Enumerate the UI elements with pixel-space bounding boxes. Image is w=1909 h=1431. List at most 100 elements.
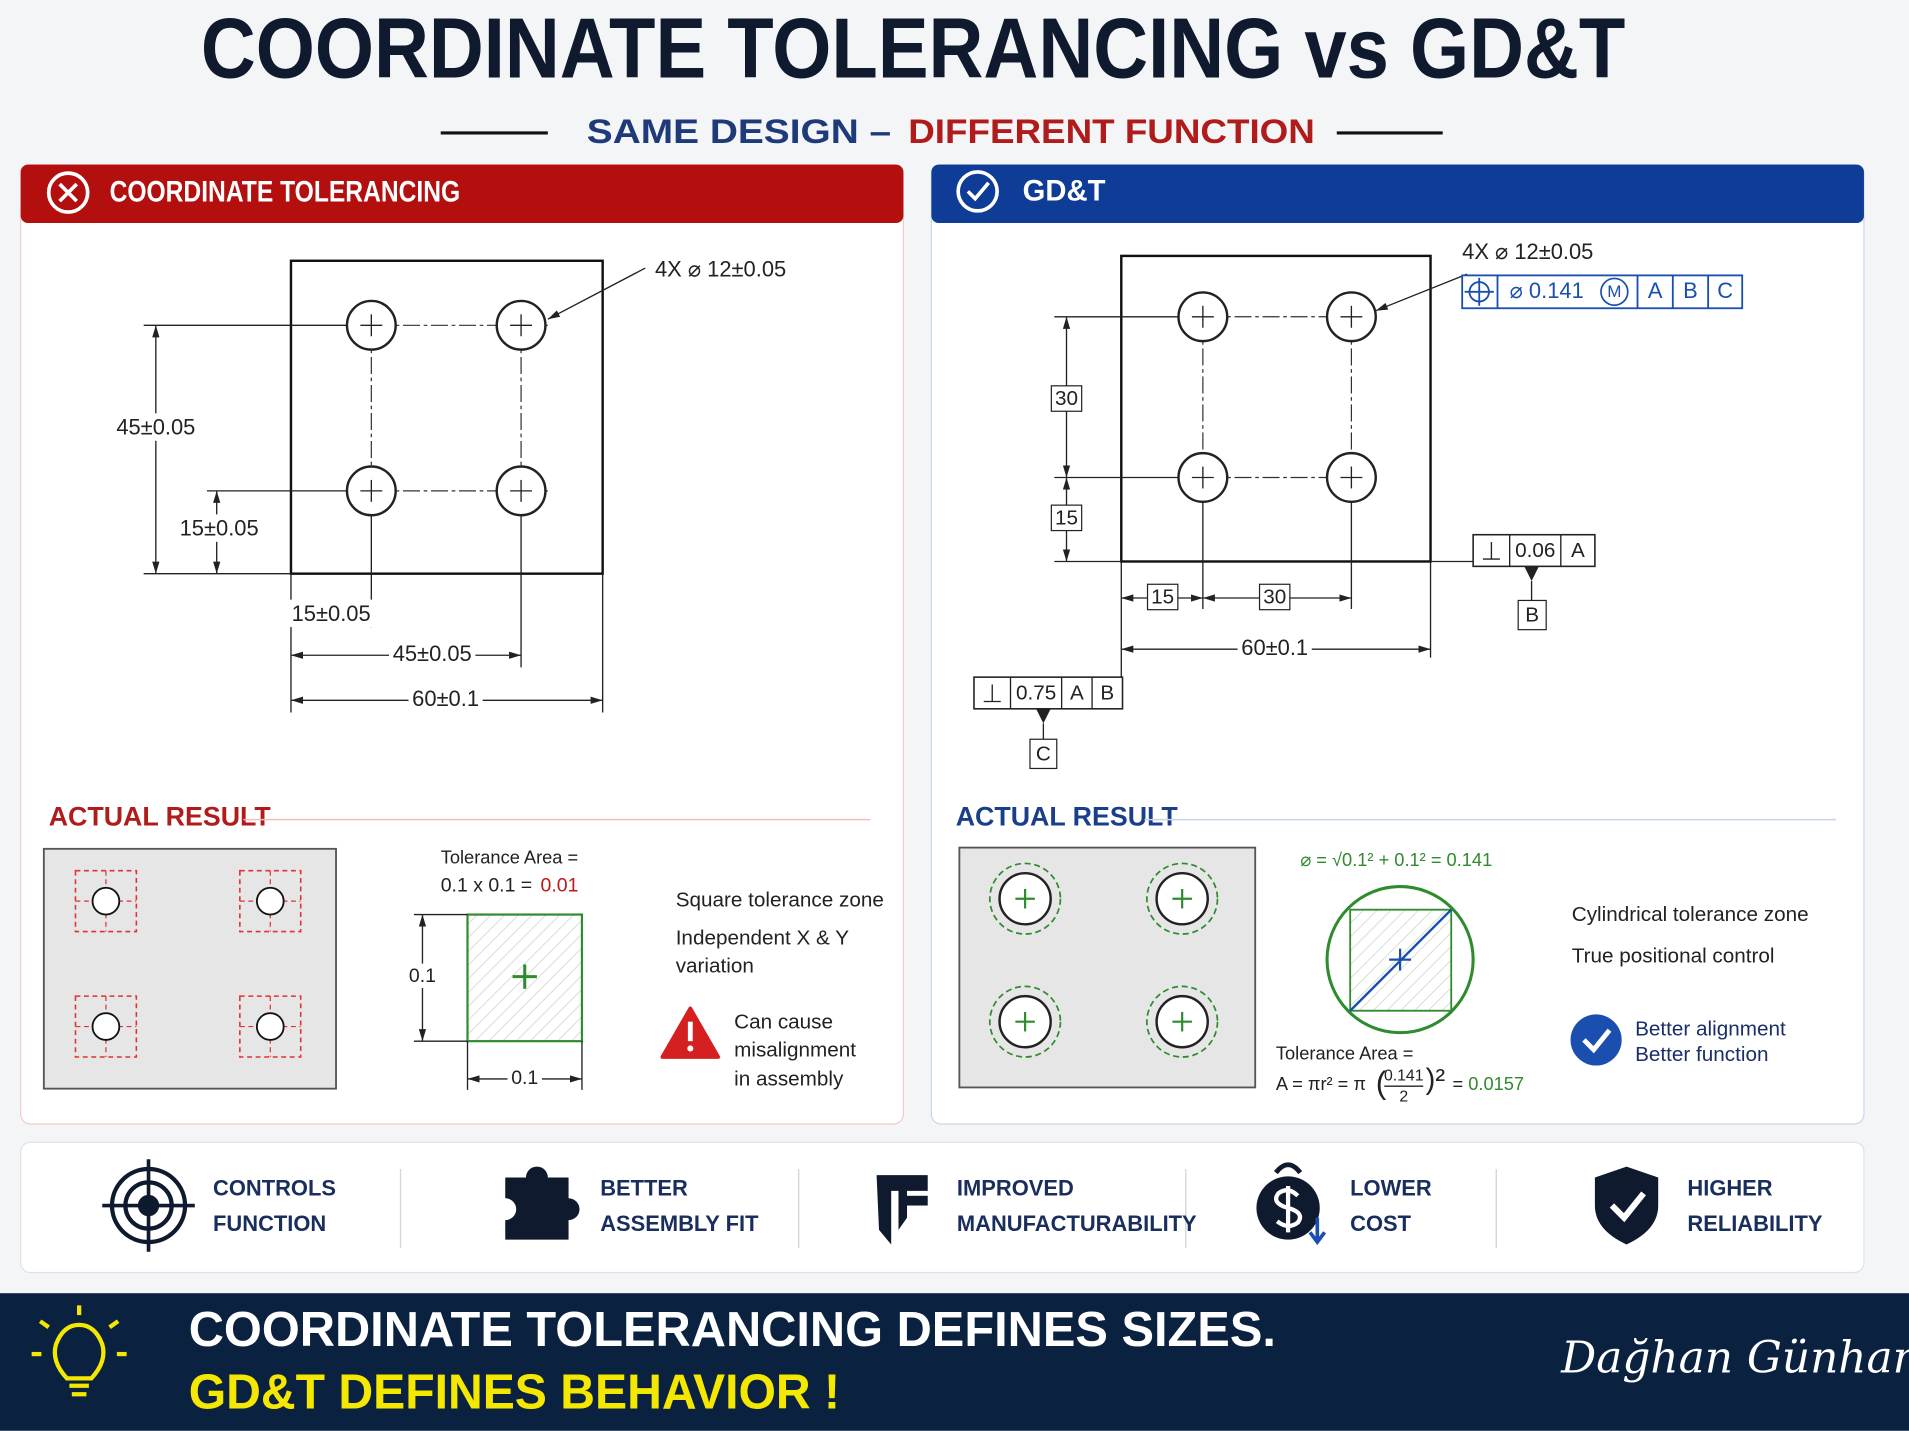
label-box — [1146, 583, 1179, 611]
section-heading: ACTUAL RESULT — [956, 801, 1179, 831]
takeaway: COORDINATE TOLERANCING DEFINES SIZES. — [189, 1303, 1276, 1357]
panel-title: GD&T — [1023, 175, 1106, 207]
label-box — [1050, 504, 1083, 532]
caliper-icon — [876, 1175, 928, 1245]
panel-title: COORDINATE TOLERANCING — [110, 177, 461, 209]
bulb-icon — [38, 1319, 50, 1330]
label: 15 — [1055, 506, 1078, 529]
benefit-label: COST — [1350, 1211, 1411, 1236]
section-heading: ACTUAL RESULT — [49, 801, 272, 831]
check-icon — [1570, 1014, 1622, 1066]
label: )² — [1426, 1064, 1446, 1096]
hole — [255, 886, 285, 916]
label: Can cause — [734, 1010, 833, 1033]
tolerance-zone — [1146, 985, 1219, 1058]
benefit-label: RELIABILITY — [1687, 1211, 1822, 1236]
label: misalignment — [734, 1038, 856, 1061]
caliper-icon — [905, 1195, 928, 1206]
signature: Dağhan Günhan — [1560, 1332, 1909, 1383]
footer — [0, 1293, 1909, 1431]
label: 0.75 — [1016, 682, 1056, 705]
label: 15±0.05 — [292, 601, 371, 626]
fail-icon — [46, 171, 90, 214]
label-background — [287, 599, 375, 628]
label: variation — [676, 954, 754, 977]
label: B — [1525, 604, 1539, 627]
label: 15 — [1151, 585, 1174, 608]
label: Square tolerance zone — [676, 889, 884, 912]
tolerance-zone — [988, 862, 1062, 935]
puzzle-icon — [505, 1166, 580, 1240]
label: 0.141 — [1384, 1068, 1424, 1085]
label-background — [175, 514, 263, 542]
label: A — [1648, 278, 1663, 303]
label: B — [1683, 278, 1698, 303]
label: M — [1607, 282, 1621, 301]
benefit-label: HIGHER — [1687, 1175, 1772, 1200]
label: 30 — [1263, 585, 1286, 608]
label: 0.1 — [511, 1067, 538, 1089]
label: 0.1 x 0.1 = — [441, 875, 532, 897]
label: 0.0157 — [1468, 1073, 1524, 1094]
label-background — [408, 684, 483, 713]
label: True positional control — [1572, 945, 1775, 968]
label: B — [1100, 682, 1114, 705]
label: ⌀ = √0.1² + 0.1² = 0.141 — [1300, 849, 1492, 870]
label-box — [1258, 583, 1291, 611]
subtitle: DIFFERENT FUNCTION — [908, 113, 1315, 151]
label-background — [507, 1065, 542, 1091]
label-background — [389, 639, 476, 668]
label-box — [1050, 385, 1083, 412]
fail-icon — [58, 182, 78, 203]
benefit-label: BETTER — [600, 1175, 688, 1200]
leader — [1375, 273, 1468, 312]
tolerance-zone — [988, 985, 1062, 1058]
label: 2 — [1399, 1088, 1408, 1105]
benefits-bar — [20, 1141, 1865, 1274]
bulb-icon — [108, 1319, 120, 1330]
title: COORDINATE TOLERANCING vs GD&T — [201, 2, 1625, 97]
check-icon — [966, 181, 990, 202]
left-panel-header — [20, 164, 904, 224]
cost-icon — [1273, 1162, 1303, 1175]
label-background — [405, 963, 440, 989]
label: 30 — [1055, 387, 1078, 410]
label: Better alignment — [1635, 1018, 1786, 1041]
cost-icon — [1274, 1186, 1303, 1233]
label: 45±0.05 — [116, 415, 195, 440]
benefit-label: MANUFACTURABILITY — [957, 1211, 1197, 1236]
warning-icon — [687, 1021, 693, 1042]
part — [1120, 254, 1432, 563]
datum-triangle — [1524, 566, 1539, 581]
label: 60±0.1 — [1241, 635, 1308, 660]
label: A = πr² = π — [1276, 1073, 1366, 1094]
datum-box — [1029, 738, 1058, 770]
control-frame — [1461, 274, 1744, 310]
warning-icon — [687, 1045, 694, 1052]
label: in assembly — [734, 1068, 844, 1091]
benefit-label: ASSEMBLY FIT — [600, 1211, 759, 1236]
hole — [91, 1012, 121, 1041]
datum-box — [1517, 599, 1547, 631]
bulb-icon — [52, 1322, 106, 1397]
result-plate — [42, 847, 337, 1090]
label: 60±0.1 — [412, 686, 479, 711]
benefit-label: FUNCTION — [213, 1211, 326, 1236]
cost-icon — [1308, 1217, 1327, 1246]
check-icon — [956, 170, 999, 213]
label: 0.06 — [1515, 539, 1555, 562]
right-panel-header — [931, 164, 1864, 224]
label: Tolerance Area = — [441, 846, 578, 867]
label: A — [1571, 539, 1585, 562]
label: 4X ⌀ 12±0.05 — [1462, 239, 1593, 264]
label: = — [1452, 1073, 1463, 1094]
shield-icon — [1594, 1166, 1659, 1245]
modifier-circle — [1600, 277, 1629, 307]
benefit-label: CONTROLS — [213, 1175, 336, 1200]
label: 15±0.05 — [180, 516, 259, 541]
label: ⌀ 0.141 — [1510, 278, 1584, 303]
check-icon — [1582, 1028, 1612, 1054]
